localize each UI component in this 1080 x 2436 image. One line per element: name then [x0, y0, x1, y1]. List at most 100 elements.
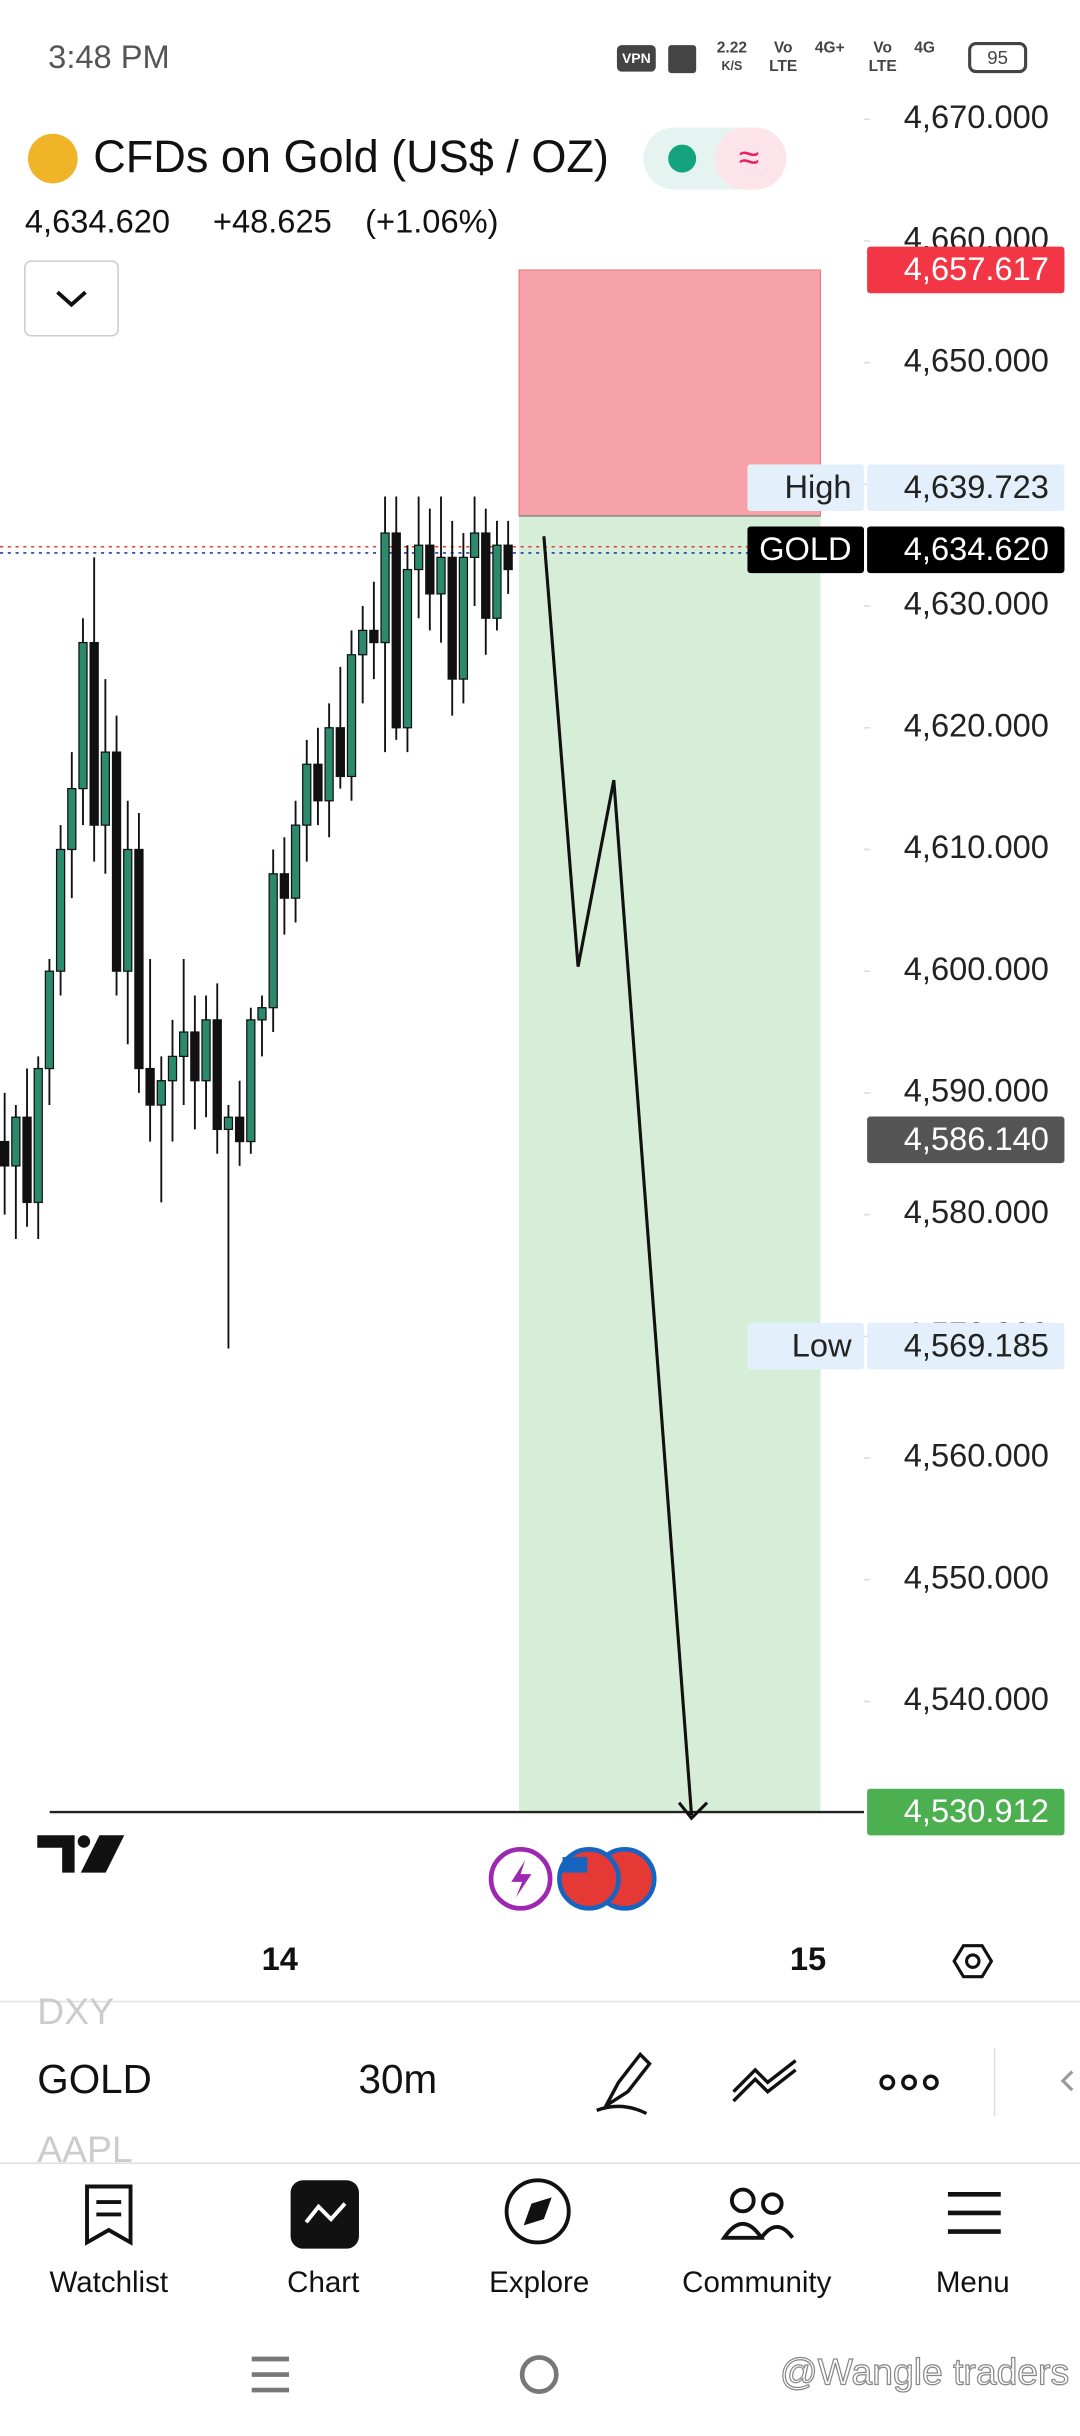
nav-label[interactable]: Watchlist — [49, 2266, 168, 2299]
projection-drawing — [542, 536, 709, 1821]
candle-body — [11, 1116, 21, 1167]
settings-icon[interactable] — [952, 1944, 994, 1979]
status-icon: Vo — [873, 39, 892, 56]
candle-body — [436, 556, 446, 595]
y-tick-label: 4,630.000 — [904, 585, 1049, 622]
candle-body — [313, 763, 323, 802]
nav-label[interactable]: Community — [682, 2266, 831, 2299]
marker-name-box — [747, 464, 864, 512]
marker-name-box — [747, 526, 864, 574]
nav-label[interactable]: Menu — [936, 2266, 1010, 2299]
y-tick-label: 4,620.000 — [904, 706, 1049, 743]
scroll-arrow[interactable] — [1060, 2070, 1074, 2092]
candle-body — [346, 654, 357, 778]
position-tool — [0, 269, 865, 1814]
y-tick-label: 4,550.000 — [904, 1558, 1049, 1595]
price-axis: 4,540.0004,550.0004,560.0004,570.0004,58… — [864, 98, 1049, 1717]
candle-body — [302, 763, 312, 826]
recent-apps[interactable] — [251, 2356, 290, 2393]
y-tick-label: 4,610.000 — [904, 828, 1049, 865]
candle-body — [33, 1067, 43, 1204]
candle-body — [190, 1031, 200, 1082]
watchlist-icon[interactable] — [85, 2184, 133, 2246]
price-marker — [867, 464, 1065, 512]
chart-icon-line — [304, 2202, 347, 2224]
price-marker-label: 4,639.723 — [904, 468, 1049, 505]
y-tick-label: 4,540.000 — [904, 1680, 1049, 1717]
indicator-tool[interactable] — [732, 2059, 797, 2103]
y-tick-label: 4,580.000 — [904, 1193, 1049, 1230]
explore-icon[interactable] — [504, 2178, 571, 2245]
status-icon: 4G — [914, 39, 935, 56]
candle-body — [503, 544, 513, 571]
price-marker — [867, 246, 1065, 294]
y-tick-label: 4,590.000 — [904, 1072, 1049, 1109]
price-marker — [867, 526, 1065, 574]
candle-body — [447, 556, 457, 680]
candle-body — [279, 873, 290, 899]
candle-body — [179, 1031, 189, 1057]
watermark: @Wangle traders — [780, 2350, 1069, 2392]
status-icon: K/S — [722, 59, 743, 73]
candle-body — [89, 641, 99, 826]
draw-tool[interactable] — [596, 2051, 652, 2116]
symbol-option[interactable]: DXY — [37, 1990, 114, 2032]
y-tick-label: 4,600.000 — [904, 950, 1049, 987]
nav-label[interactable]: Chart — [287, 2266, 359, 2299]
compass-needle — [523, 2197, 552, 2226]
candle-body — [492, 544, 502, 619]
candle-body — [111, 751, 122, 972]
marker-name: GOLD — [759, 530, 851, 567]
menu-icon[interactable] — [947, 2191, 1001, 2234]
candle-body — [268, 873, 278, 1009]
flag-canton — [562, 1857, 588, 1873]
candle-body — [458, 556, 469, 680]
candle-body — [234, 1116, 245, 1143]
status-icon: 2.22 — [717, 39, 748, 56]
interval[interactable]: 30m — [359, 2056, 438, 2102]
price-marker-label: 4,569.185 — [904, 1326, 1049, 1363]
vpn-badge — [616, 45, 656, 72]
symbol-selected[interactable]: GOLD — [37, 2056, 151, 2102]
candle-body — [369, 629, 379, 644]
header-change: +48.625 — [213, 202, 332, 239]
candles — [0, 496, 513, 1349]
market-open-dot — [668, 144, 697, 173]
bolt — [511, 1860, 532, 1898]
candle-body — [257, 1007, 267, 1021]
battery — [968, 42, 1028, 74]
marker-name: Low — [792, 1326, 852, 1363]
candle-body — [469, 532, 480, 558]
candle-body — [324, 727, 334, 802]
expand-button[interactable] — [24, 260, 119, 337]
price-marker — [867, 1322, 1065, 1370]
status-time: 3:48 PM — [48, 38, 170, 75]
more-button[interactable] — [879, 2074, 939, 2091]
price-marker-label: 4,657.617 — [904, 250, 1049, 287]
candle-body — [134, 848, 144, 1070]
x-tick-label: 14 — [262, 1940, 298, 1977]
nfc-icon — [668, 45, 697, 74]
marker-name-box — [747, 1322, 864, 1370]
target-zone — [519, 515, 821, 1813]
price-marker — [867, 1788, 1065, 1836]
candle-body — [67, 787, 77, 851]
candle-body — [290, 824, 301, 899]
nav-label[interactable]: Explore — [489, 2266, 589, 2299]
candle-body — [55, 848, 66, 972]
time-axis: 14 15 — [262, 1940, 827, 1977]
candle-body — [145, 1067, 155, 1106]
symbol-title: CFDs on Gold (US$ / OZ) — [93, 131, 609, 182]
candle-body — [201, 1019, 211, 1082]
x-tick-label: 15 — [790, 1940, 826, 1977]
candle-body — [123, 848, 133, 972]
community-icon[interactable] — [720, 2187, 795, 2240]
settings-icon-center — [965, 1953, 981, 1969]
candle-body — [481, 532, 491, 619]
battery-level: 95 — [987, 47, 1008, 68]
home-button[interactable] — [519, 2355, 559, 2394]
y-tick-label: 4,670.000 — [904, 98, 1049, 135]
marker-name: High — [784, 468, 851, 505]
